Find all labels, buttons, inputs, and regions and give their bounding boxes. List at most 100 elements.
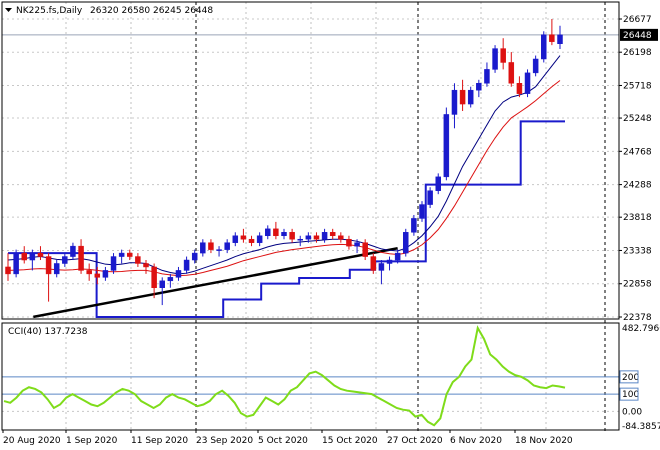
candle <box>476 79 482 98</box>
candle <box>289 228 295 243</box>
candle-body <box>273 228 279 237</box>
cci-level-tag <box>619 370 639 384</box>
cci-tick-label: 0.00 <box>622 407 642 417</box>
candle <box>78 239 84 274</box>
candle-body <box>248 238 255 243</box>
x-tick-label: 11 Sep 2020 <box>131 436 188 446</box>
candle-body <box>557 34 563 44</box>
candle-body <box>492 48 498 70</box>
candle <box>167 273 174 288</box>
candle <box>419 201 425 222</box>
candle-body <box>127 252 133 257</box>
candle <box>248 235 255 247</box>
candle-body <box>541 34 547 60</box>
candle <box>362 239 368 261</box>
candle <box>329 228 336 240</box>
candles-layer <box>5 19 563 306</box>
x-tick-label: 5 Oct 2020 <box>258 436 308 446</box>
trendline <box>33 247 398 319</box>
candle-body <box>476 83 482 91</box>
candle <box>273 221 279 240</box>
candle-body <box>110 256 117 271</box>
candle <box>265 225 271 240</box>
x-tick-label: 23 Sep 2020 <box>196 436 253 446</box>
candle-body <box>62 256 68 264</box>
candle-body <box>459 89 466 105</box>
price-tick-label: 22858 <box>623 280 652 290</box>
candle <box>541 31 547 63</box>
x-tick-label: 1 Sep 2020 <box>66 436 118 446</box>
candle-body <box>467 89 474 105</box>
candle <box>305 232 312 243</box>
candle-body <box>143 263 149 268</box>
candle <box>53 260 60 278</box>
cci-grid <box>2 376 619 412</box>
candle <box>524 69 531 98</box>
candle-body <box>37 252 44 257</box>
x-tick-label: 15 Oct 2020 <box>322 436 378 446</box>
candle <box>256 232 263 247</box>
price-tick-label: 25718 <box>623 81 652 91</box>
candle-body <box>443 114 450 178</box>
candle-body <box>394 252 401 261</box>
candle-body <box>216 249 222 251</box>
candle <box>70 242 76 261</box>
candle <box>110 253 117 274</box>
candle-body <box>451 89 458 115</box>
candle <box>29 249 36 271</box>
candle-body <box>338 235 344 240</box>
candle <box>451 83 458 129</box>
cci-line <box>3 325 566 427</box>
candle <box>500 38 506 70</box>
candle-body <box>313 235 320 240</box>
candle-body <box>5 266 11 275</box>
candle <box>13 249 19 278</box>
candle-body <box>435 176 441 191</box>
cci-header-label: CCI(40) 137.7238 <box>8 327 88 337</box>
cci-tick-label: 100 <box>622 390 639 400</box>
candle <box>224 239 230 254</box>
candle <box>191 249 198 264</box>
candle <box>557 25 563 49</box>
candle <box>427 187 433 209</box>
x-tick-label: 20 Aug 2020 <box>3 436 61 446</box>
candle-body <box>427 190 433 205</box>
candle-body <box>305 235 312 240</box>
price-tick-label: 25248 <box>623 114 652 124</box>
candle <box>281 228 287 240</box>
candle-body <box>175 270 182 278</box>
candle <box>378 260 385 285</box>
candle-body <box>346 238 352 247</box>
candle-body <box>191 252 198 261</box>
candle <box>208 239 214 254</box>
candle-body <box>208 242 214 250</box>
candle-body <box>13 252 19 275</box>
candle <box>21 246 27 264</box>
candle <box>94 266 101 285</box>
candle <box>411 214 417 236</box>
candle-body <box>224 242 230 250</box>
candle-body <box>21 252 27 261</box>
candle <box>403 228 409 257</box>
collapse-triangle-icon[interactable] <box>5 8 12 12</box>
candle <box>183 256 190 274</box>
candle <box>354 239 360 254</box>
candle-body <box>70 245 76 257</box>
candle <box>200 239 206 257</box>
candle-body <box>329 232 336 237</box>
x-tick-label: 6 Nov 2020 <box>450 436 502 446</box>
candle <box>532 55 539 77</box>
candle-body <box>29 252 36 261</box>
price-tick-label: 26677 <box>623 15 652 25</box>
candle <box>313 232 320 243</box>
candle <box>151 263 157 299</box>
cci-level-tag <box>619 387 639 401</box>
candle-body <box>135 256 141 264</box>
candle-body <box>362 242 368 257</box>
candle-body <box>265 228 271 237</box>
cci-tick-label: 482.7966 <box>622 324 660 334</box>
candle <box>143 260 149 274</box>
candle <box>118 249 125 264</box>
price-grid <box>2 2 619 432</box>
